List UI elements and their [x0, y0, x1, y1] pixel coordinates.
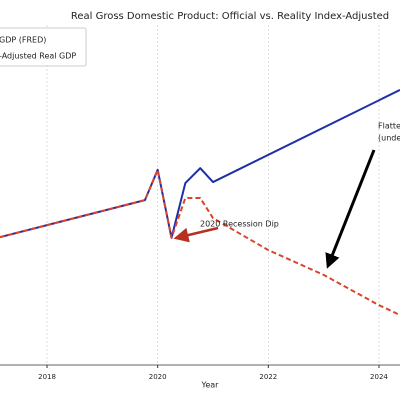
- x-tick-label: 2022: [259, 373, 277, 381]
- data-line: [0, 168, 400, 316]
- annotation: Flatte: [378, 122, 400, 131]
- plot-area: 2018 2020 2022 2024 2020 Recession Dip Flatte…: [0, 25, 400, 381]
- annotation: 2020 Recession Dip: [200, 220, 279, 229]
- x-tick-label: 2020: [149, 373, 167, 381]
- legend-label: GDP (FRED): [0, 36, 46, 45]
- annotation: (unde: [378, 134, 400, 143]
- x-tick-label: 2018: [38, 373, 56, 381]
- annotation-arrow: [173, 226, 219, 243]
- legend: [0, 27, 87, 67]
- x-tick-label: 2024: [370, 373, 388, 381]
- x-axis-label: Year: [201, 381, 220, 390]
- legend-label: -Adjusted Real GDP: [0, 52, 76, 61]
- chart-title: Real Gross Domestic Product: Official vs…: [71, 11, 389, 22]
- legend-entries: GDP (FRED) -Adjusted Real GDP: [0, 36, 76, 61]
- annotation-arrow: [325, 149, 376, 269]
